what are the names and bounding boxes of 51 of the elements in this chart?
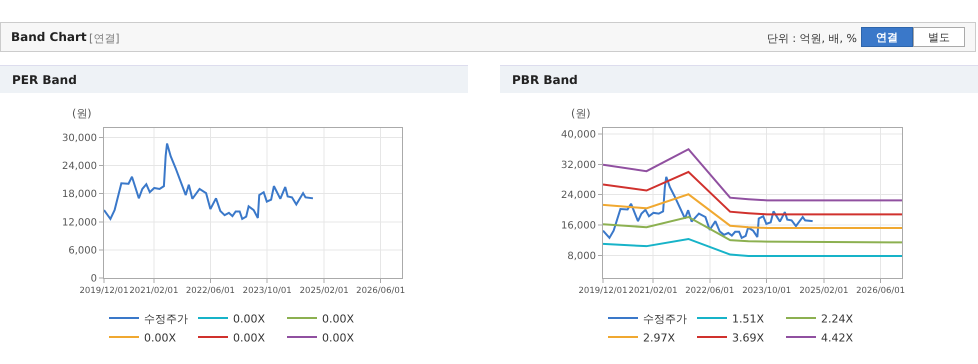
toggle-button: 별도: [913, 27, 965, 47]
text: 단위 : 억원, 배, %: [766, 31, 857, 46]
x-tick-label: 2021/02/01: [129, 286, 178, 296]
y-axis-title: (원): [571, 107, 591, 120]
text: Band Chart: [11, 30, 87, 44]
x-tick-label: 2023/10/01: [242, 286, 292, 296]
x-tick-label: 2025/02/01: [300, 286, 349, 296]
legend-label: 0.00X: [233, 331, 266, 344]
chart-title: PBR Band: [512, 73, 578, 87]
x-tick-label: 2023/10/01: [742, 286, 792, 296]
x-tick-label: 2022/06/01: [685, 286, 734, 296]
legend-label: 0.00X: [322, 312, 354, 326]
legend-label: 0.00X: [233, 312, 266, 326]
text: [연결]: [89, 31, 120, 46]
y-tick-label: 32,000: [561, 160, 596, 171]
y-tick-label: 8,000: [567, 250, 596, 262]
legend-label: 1.51X: [732, 312, 764, 326]
line-series: [603, 193, 902, 229]
y-tick-label: 0: [90, 274, 97, 284]
legend-label: 0.00X: [144, 331, 176, 344]
x-tick-label: 2019/12/01: [80, 286, 128, 296]
x-tick-label: 2026/06/01: [356, 286, 406, 296]
line-series: [104, 142, 314, 220]
line-series: [603, 238, 902, 258]
line-series: [603, 176, 814, 239]
x-tick-label: 2022/06/01: [186, 286, 235, 296]
y-tick-label: 18,000: [62, 189, 97, 200]
y-tick-label: 24,000: [62, 161, 97, 172]
legend-label: 4.42X: [821, 331, 854, 344]
line-series: [603, 216, 902, 244]
y-tick-label: 16,000: [561, 220, 596, 232]
legend-label: 0.00X: [322, 331, 354, 344]
x-tick-label: 2025/02/01: [799, 286, 848, 296]
chart-title: PER Band: [12, 73, 77, 87]
x-tick-label: 2021/02/01: [628, 286, 678, 296]
y-axis-title: (원): [72, 107, 92, 120]
toggle-button: 연결: [861, 27, 913, 47]
y-tick-label: 12,000: [62, 217, 97, 228]
y-tick-label: 30,000: [62, 132, 97, 144]
y-tick-label: 6,000: [68, 245, 97, 256]
y-tick-label: 40,000: [561, 130, 596, 141]
legend-label: 2.97X: [643, 331, 676, 344]
legend-label: 수정주가: [144, 312, 188, 326]
legend-label: 2.24X: [821, 312, 854, 326]
x-tick-label: 2026/06/01: [856, 286, 906, 296]
x-tick-label: 2019/12/01: [578, 286, 628, 296]
y-tick-label: 24,000: [561, 190, 596, 202]
legend-label: 3.69X: [732, 331, 764, 344]
line-series: [603, 170, 902, 216]
legend-label: 수정주가: [643, 312, 687, 326]
line-series: [603, 148, 902, 202]
